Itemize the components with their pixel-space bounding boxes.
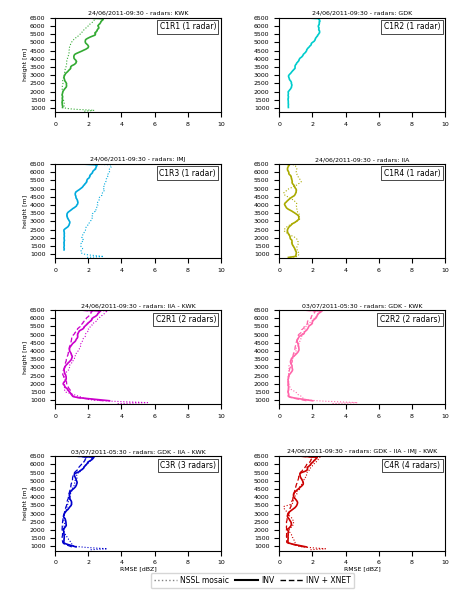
- Title: 24/06/2011-09:30 - radars: GDK: 24/06/2011-09:30 - radars: GDK: [312, 11, 412, 16]
- Title: 24/06/2011-09:30 - radars: KWK: 24/06/2011-09:30 - radars: KWK: [88, 11, 188, 16]
- Title: 24/06/2011-09:30 - radars: GDK - IIA - IMJ - KWK: 24/06/2011-09:30 - radars: GDK - IIA - I…: [287, 449, 437, 455]
- Legend: NSSL mosaic, INV, INV + XNET: NSSL mosaic, INV, INV + XNET: [151, 573, 354, 588]
- Title: 24/06/2011-09:30 - radars: IMJ: 24/06/2011-09:30 - radars: IMJ: [90, 157, 186, 162]
- X-axis label: RMSE [dBZ]: RMSE [dBZ]: [344, 567, 381, 572]
- Title: 03/07/2011-05:30 - radars: GDK - KWK: 03/07/2011-05:30 - radars: GDK - KWK: [302, 303, 422, 308]
- Title: 24/06/2011-09:30 - radars: IIA - KWK: 24/06/2011-09:30 - radars: IIA - KWK: [81, 303, 196, 308]
- Title: 03/07/2011-05:30 - radars: GDK - IIA - KWK: 03/07/2011-05:30 - radars: GDK - IIA - K…: [71, 449, 206, 455]
- Y-axis label: height [m]: height [m]: [23, 340, 28, 374]
- Text: C1R2 (1 radar): C1R2 (1 radar): [384, 22, 440, 31]
- Text: C2R1 (2 radars): C2R1 (2 radars): [156, 315, 216, 324]
- Text: C3R (3 radars): C3R (3 radars): [160, 461, 216, 470]
- Title: 24/06/2011-09:30 - radars: IIA: 24/06/2011-09:30 - radars: IIA: [315, 157, 409, 162]
- Y-axis label: height [m]: height [m]: [23, 49, 28, 82]
- Text: C1R3 (1 radar): C1R3 (1 radar): [159, 169, 216, 178]
- X-axis label: RMSE [dBZ]: RMSE [dBZ]: [120, 567, 157, 572]
- Text: C1R4 (1 radar): C1R4 (1 radar): [384, 169, 440, 178]
- Y-axis label: height [m]: height [m]: [23, 195, 28, 228]
- Y-axis label: height [m]: height [m]: [23, 487, 28, 520]
- Text: C4R (4 radars): C4R (4 radars): [384, 461, 440, 470]
- Text: C2R2 (2 radars): C2R2 (2 radars): [380, 315, 440, 324]
- Text: C1R1 (1 radar): C1R1 (1 radar): [160, 22, 216, 31]
